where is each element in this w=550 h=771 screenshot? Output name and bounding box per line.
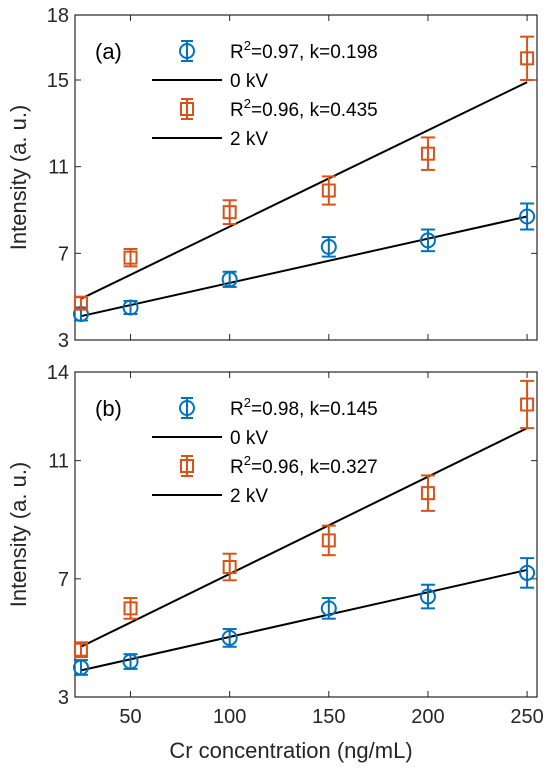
panel-label: (b) <box>95 396 122 421</box>
panel-label: (a) <box>95 39 122 64</box>
legend-r-text: R <box>230 399 244 420</box>
y-tick-label: 7 <box>58 243 69 265</box>
legend-square-marker <box>180 102 194 116</box>
data-point-circle <box>221 629 238 646</box>
legend-stats-text: =0.96, k=0.327 <box>251 457 378 478</box>
plot-panel-b: 50 100 150 200 250 3 7 11 14 Intensity (a. u.) (b)… <box>6 362 544 728</box>
legend-entry-label: R2=0.97, k=0.198 <box>230 38 378 63</box>
plot-frame <box>74 371 538 698</box>
legend-entry-label: 0 kV <box>230 428 268 449</box>
x-tick-label: 50 <box>119 706 141 728</box>
y-axis-label: Intensity (a. u.) <box>6 105 31 251</box>
x-tick-label: 250 <box>510 706 543 728</box>
data-point-circle <box>122 299 139 316</box>
legend-stats-text: =0.98, k=0.145 <box>251 399 378 420</box>
data-point-circle <box>122 653 139 670</box>
y-tick-label: 15 <box>47 70 69 92</box>
legend-entry-label: 2 kV <box>230 486 268 507</box>
fit-line-2-kv <box>80 81 528 300</box>
legend-stats-text: =0.96, k=0.435 <box>251 100 378 121</box>
data-point-square <box>73 296 88 311</box>
y-tick-label: 3 <box>58 330 69 352</box>
data-point-square <box>420 146 435 161</box>
fit-line-0-kv <box>80 568 528 672</box>
y-axis-label: Intensity (a. u.) <box>6 462 31 608</box>
fit-line-2-kv <box>80 427 528 648</box>
data-point-square <box>321 533 336 548</box>
legend-entry-label: 0 kV <box>230 71 268 92</box>
legend-superscript: 2 <box>244 395 251 410</box>
legend-entry-label: 2 kV <box>230 129 268 150</box>
legend-circle-marker <box>179 400 195 416</box>
x-tick-label: 100 <box>213 706 246 728</box>
fit-line-0-kv <box>80 215 528 318</box>
x-tick-label: 150 <box>312 706 345 728</box>
legend-superscript: 2 <box>244 453 251 468</box>
data-point-square <box>520 51 535 66</box>
legend-stats-text: =0.97, k=0.198 <box>251 42 378 63</box>
y-tick-label: 18 <box>47 5 69 27</box>
legend-r-text: R <box>230 100 244 121</box>
data-point-square <box>321 183 336 198</box>
data-point-square <box>123 601 138 616</box>
data-point-circle <box>221 271 238 288</box>
x-axis-label: Cr concentration (ng/mL) <box>169 738 412 763</box>
y-tick-label: 14 <box>47 362 69 384</box>
legend-entry-label: R2=0.96, k=0.435 <box>230 96 378 121</box>
y-tick-label: 7 <box>58 569 69 591</box>
data-point-circle <box>320 238 337 255</box>
y-tick-label: 11 <box>48 451 69 473</box>
data-point-circle <box>419 588 436 605</box>
legend-superscript: 2 <box>244 38 251 53</box>
legend-entry-label: R2=0.98, k=0.145 <box>230 395 378 420</box>
x-tick-label: 200 <box>411 706 444 728</box>
data-point-square <box>222 560 237 574</box>
legend-square-marker <box>180 459 194 473</box>
data-point-square <box>420 486 435 501</box>
legend-r-text: R <box>230 42 244 63</box>
data-point-square <box>73 642 88 657</box>
data-point-square <box>520 397 535 412</box>
data-point-square <box>222 205 237 220</box>
data-point-circle <box>320 600 337 617</box>
data-point-circle <box>519 208 536 225</box>
data-point-circle <box>519 564 536 581</box>
legend-entry-label: R2=0.96, k=0.327 <box>230 453 378 478</box>
plot-frame <box>74 14 538 341</box>
data-point-circle <box>419 232 436 249</box>
legend-r-text: R <box>230 457 244 478</box>
data-point-square <box>123 250 138 265</box>
legend-circle-marker <box>179 43 195 59</box>
y-tick-label: 3 <box>58 687 69 709</box>
data-point-circle <box>72 659 89 676</box>
y-tick-label: 11 <box>48 157 69 179</box>
legend-superscript: 2 <box>244 96 251 111</box>
